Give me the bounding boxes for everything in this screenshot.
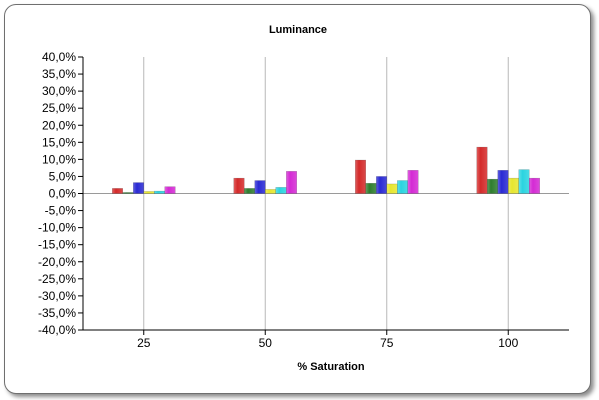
y-tick-label: -30,0%	[38, 289, 76, 303]
y-tick-label: 25,0%	[42, 101, 76, 115]
y-tick-label: 10,0%	[42, 152, 76, 166]
bar	[254, 180, 266, 194]
chart-frame	[4, 4, 591, 394]
bar	[397, 180, 408, 194]
bar	[487, 178, 498, 194]
bar	[518, 169, 530, 194]
y-tick-label: 35,0%	[42, 67, 76, 81]
x-tick-label: 25	[137, 336, 151, 350]
y-tick-label: 15,0%	[42, 135, 76, 149]
y-tick-labels: 40,0% 35,0% 30,0% 25,0% 20,0% 15,0% 10,0% 5,0% 0…	[38, 50, 76, 337]
y-tick-label: 40,0%	[42, 50, 76, 64]
y-tick-label: -40,0%	[38, 323, 76, 337]
bar	[112, 188, 123, 194]
bar	[233, 177, 245, 194]
bar	[407, 170, 419, 194]
bar	[286, 171, 297, 194]
bar	[476, 146, 488, 194]
bar	[508, 177, 519, 194]
x-tick-label: 75	[380, 336, 394, 350]
y-tick-label: 30,0%	[42, 84, 76, 98]
x-tick-label: 100	[498, 336, 518, 350]
bar	[365, 183, 377, 194]
bar	[529, 177, 540, 194]
bar	[143, 191, 155, 194]
bar	[244, 188, 255, 194]
y-tick-label: 0,0%	[49, 187, 77, 201]
y-tick-label: -15,0%	[38, 238, 76, 252]
y-tick-label: -10,0%	[38, 221, 76, 235]
x-tick-label: 50	[259, 336, 273, 350]
bar	[164, 186, 176, 194]
bar	[154, 190, 165, 194]
bar	[275, 187, 287, 194]
axes	[78, 56, 569, 335]
bar	[497, 170, 509, 194]
bar	[376, 176, 387, 194]
y-tick-label: -25,0%	[38, 272, 76, 286]
y-tick-label: -35,0%	[38, 306, 76, 320]
bars	[112, 146, 540, 194]
bar	[265, 189, 276, 194]
y-tick-label: -20,0%	[38, 255, 76, 269]
bar	[122, 192, 134, 194]
x-tick-labels: 25 50 75 100	[137, 336, 519, 350]
y-tick-label: 5,0%	[49, 169, 77, 183]
bar	[355, 159, 366, 194]
chart-title: Luminance	[269, 24, 327, 36]
bar	[386, 183, 398, 194]
y-tick-label: 20,0%	[42, 118, 76, 132]
bar	[133, 182, 144, 194]
y-tick-label: -5,0%	[45, 204, 77, 218]
x-axis-label: % Saturation	[297, 361, 365, 373]
